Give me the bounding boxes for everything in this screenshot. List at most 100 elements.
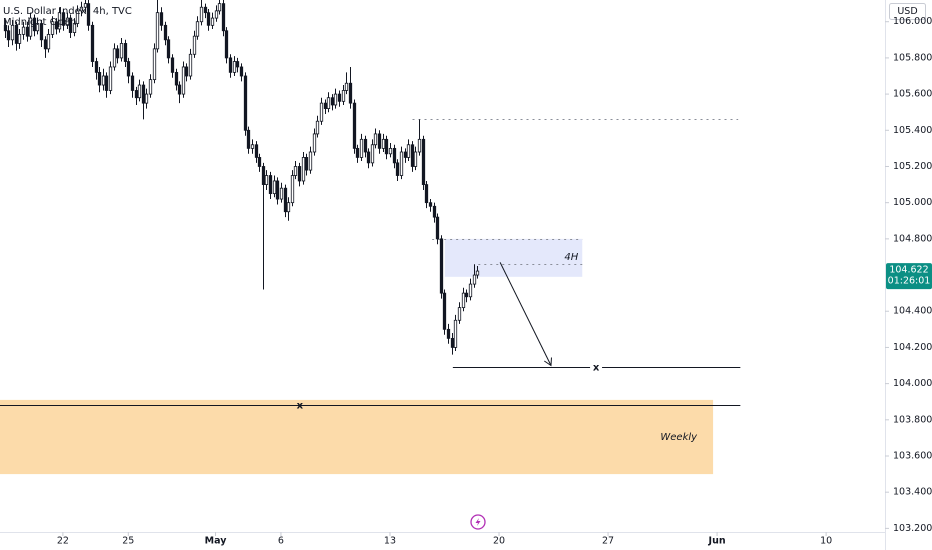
candle-body [413,151,418,167]
plot-area: Weekly 4H x x [0,0,741,475]
candle-body [442,292,447,330]
candle-body [384,138,389,155]
candle-body [155,12,160,50]
candle-body [104,75,109,91]
candle-body [10,24,15,41]
currency-box[interactable] [889,3,926,20]
level-marker: x [297,401,304,412]
y-tick-label: 104.800 [893,233,932,244]
candle-body [399,151,404,176]
y-tick-label: 105.800 [893,52,932,63]
zone-label: 4H [564,252,578,263]
candle-body [57,12,62,30]
candle-body [392,147,397,164]
x-tick-label: 27 [602,536,614,547]
candle-body [90,24,95,62]
candle-body [119,43,124,59]
candle-body [137,84,142,99]
candle-body [159,12,164,26]
candle-body [54,21,59,30]
candle-body [184,66,189,77]
candle-body [28,17,33,37]
y-tick-label: 106.000 [893,16,932,27]
level-marker: x [593,363,600,374]
candle-body [395,162,400,176]
x-tick-label: 6 [278,536,284,547]
candle-body [17,33,22,44]
candle-body [224,30,229,59]
candle-body [39,23,44,41]
candle-body [359,138,364,158]
candle-body [123,43,128,62]
candle-body [14,24,19,44]
candle-body [228,57,233,73]
candle-body [293,166,298,176]
candle-body [330,97,335,106]
candle-body [221,3,226,32]
candle-body [337,93,342,102]
arrow [499,262,552,367]
y-tick-label: 103.400 [893,487,932,498]
x-tick-label: 20 [493,536,505,547]
y-tick-label: 105.200 [893,161,932,172]
y-tick-label: 103.600 [893,451,932,462]
candle-body [290,175,295,204]
candle-body [315,120,320,135]
candle-body [181,66,186,95]
y-tick-label: 103.200 [893,523,932,534]
candle-body [112,48,117,68]
candle-body [446,328,451,339]
candle-body [21,26,26,35]
candle-body [152,48,157,81]
candle-body [439,238,444,294]
candle-body [319,102,324,122]
y-tick-label: 105.600 [893,89,932,100]
x-tick-label: 13 [384,536,396,547]
candle-body [472,274,477,285]
candle-body [268,175,273,195]
zone-label: Weekly [660,432,698,443]
candle-body [250,144,255,149]
candle-body [348,82,353,104]
price-label-box [886,263,932,290]
candle-body [424,184,429,204]
candle-body [366,151,371,164]
currency-label[interactable]: USD [897,6,917,17]
candle-body [141,84,146,104]
candle-body [97,71,102,86]
candle-body [257,157,262,167]
candle-body [388,147,393,155]
lightning-icon[interactable] [470,514,486,530]
candle-body [450,337,455,348]
y-tick-label: 104.200 [893,342,932,353]
candle-body [283,187,288,213]
chart-title: U.S. Dollar Index, 4h, TVC [3,6,132,17]
candle-body [344,82,349,91]
x-tick-label: 22 [57,536,69,547]
candle-body [286,202,291,213]
x-tick-label: May [205,536,228,547]
candle-body [341,90,346,102]
candle-body [428,202,433,207]
candle-body [432,205,437,218]
candle-body [301,157,306,182]
candle-body [79,6,84,12]
candle-body [406,144,411,158]
candle-body [25,26,30,37]
candle-body [275,180,280,200]
candle-body [86,3,91,26]
candle-body [312,133,317,153]
candle-body [75,10,80,24]
candle-body [435,216,440,240]
candle-body [355,147,360,158]
candle-body [94,61,99,73]
candle-body [457,307,462,321]
candle-body [464,292,469,298]
candle-body [6,30,11,41]
price-label: 104.622 [889,265,928,276]
candle-body [108,66,113,91]
candle-body [126,61,131,77]
candle-body [373,133,378,146]
candle-body [199,6,204,23]
